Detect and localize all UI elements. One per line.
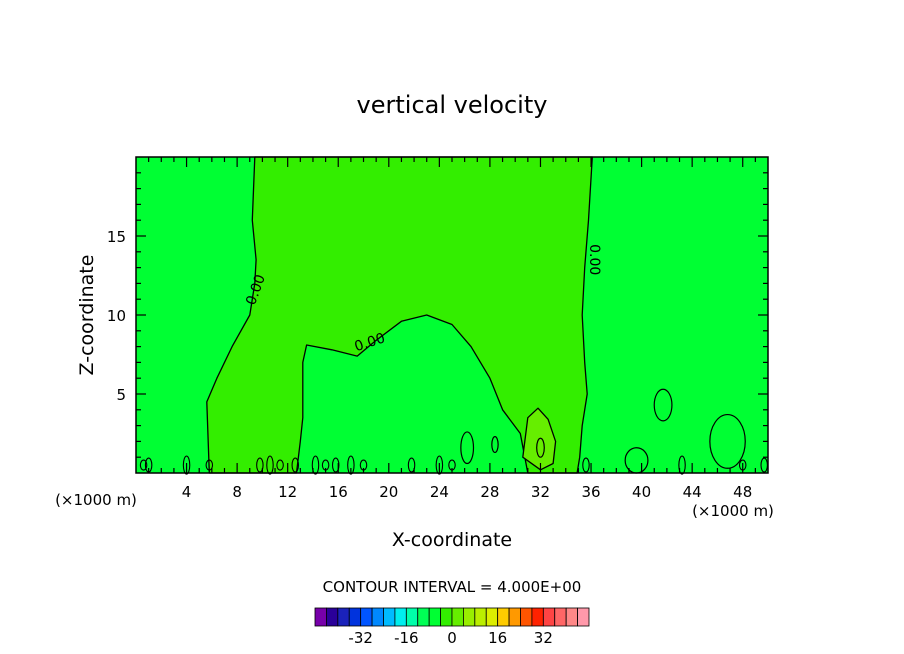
bottom-contour-3	[205, 459, 214, 471]
y-tick-label: 10	[107, 307, 126, 325]
colorbar-tick-label: -32	[348, 629, 373, 647]
x-tick-label: 44	[683, 483, 702, 501]
x-tick-label: 40	[632, 483, 651, 501]
y-tick-label: 15	[107, 228, 126, 246]
colorbar-swatch	[542, 607, 556, 627]
colorbar-swatch	[383, 607, 396, 627]
y-tick-label: 5	[116, 386, 126, 404]
colorbar-swatch	[394, 607, 407, 627]
colorbar-swatch	[348, 607, 362, 627]
colorbar-swatch	[417, 607, 430, 627]
colorbar-swatch	[463, 607, 476, 627]
colorbar-swatch	[451, 607, 464, 627]
x-axis: 4 8 12 16 20 24 28 32 36 40 44 48	[148, 157, 756, 501]
colorbar-swatch	[314, 607, 327, 627]
bottom-contour-8	[311, 455, 320, 475]
contour-cell-1	[536, 437, 545, 458]
chart-title: vertical velocity	[357, 91, 548, 119]
colorbar-swatch	[440, 607, 453, 627]
x-tick-label: 20	[379, 483, 398, 501]
x-axis-label: X-coordinate	[392, 529, 512, 551]
contour-cell-2	[709, 413, 746, 469]
x-unit-right: (×1000 m)	[692, 502, 774, 520]
colorbar-swatch	[508, 607, 521, 627]
bottom-contour-0	[139, 459, 148, 471]
colorbar-swatch	[405, 607, 419, 627]
x-tick-label: 28	[480, 483, 499, 501]
x-tick-label: 36	[581, 483, 600, 501]
y-axis: 5 10 15	[107, 172, 768, 458]
colorbar-tick-label: -16	[394, 629, 419, 647]
bottom-contour-5	[266, 455, 274, 475]
bottom-contour-13	[407, 457, 416, 473]
colorbar-swatch	[497, 607, 510, 627]
colorbar: -32 -16 0 16 32	[314, 607, 590, 647]
colorbar-swatch	[371, 607, 384, 627]
colorbar-swatch	[360, 607, 373, 627]
colorbar-swatch	[474, 607, 487, 627]
x-tick-label: 32	[531, 483, 550, 501]
contour-cell-4	[491, 436, 499, 454]
bottom-contour-10	[331, 457, 340, 473]
y-axis-label: Z-coordinate	[76, 255, 98, 376]
colorbar-swatch	[485, 607, 499, 627]
bottom-contour-16	[582, 457, 590, 473]
x-tick-label: 4	[182, 483, 192, 501]
colorbar-swatch	[531, 607, 544, 627]
colorbar-tick-label: 16	[488, 629, 507, 647]
bottom-contour-6	[276, 459, 284, 471]
x-tick-label: 16	[329, 483, 348, 501]
colorbar-swatch	[520, 607, 533, 627]
colorbar-swatch	[554, 607, 567, 627]
x-tick-label: 12	[278, 483, 297, 501]
x-tick-label: 24	[430, 483, 449, 501]
colorbar-swatch	[428, 607, 441, 627]
bottom-contour-17	[678, 455, 686, 475]
contour-label-2: 0.00	[586, 244, 602, 275]
contour-interval-text: CONTOUR INTERVAL = 4.000E+00	[323, 578, 582, 596]
bottom-contour-2	[182, 455, 191, 475]
x-unit-left: (×1000 m)	[55, 491, 137, 509]
colorbar-tick-label: 0	[447, 629, 457, 647]
colorbar-tick-label: 32	[534, 629, 553, 647]
contour-cell-0	[653, 388, 673, 422]
x-tick-label: 48	[733, 483, 752, 501]
contour-cell-5	[460, 431, 475, 465]
bottom-contour-7	[291, 457, 300, 473]
colorbar-swatch	[326, 607, 339, 627]
colorbar-swatch	[337, 607, 350, 627]
bottom-contour-14	[435, 455, 444, 475]
plot-area: 0.000.000.00	[135, 156, 769, 475]
colorbar-swatch	[577, 607, 590, 627]
bottom-contour-4	[256, 457, 264, 473]
x-tick-label: 8	[232, 483, 242, 501]
colorbar-swatch	[565, 607, 578, 627]
bottom-contour-11	[347, 455, 355, 475]
